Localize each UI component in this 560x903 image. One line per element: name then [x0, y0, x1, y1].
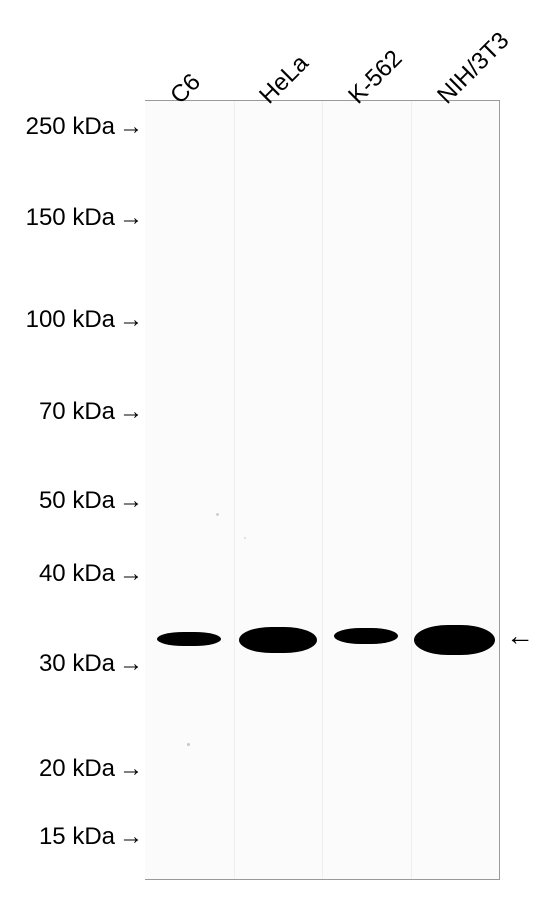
- mw-marker-label: 70 kDa→: [39, 398, 143, 426]
- protein-band: [414, 625, 495, 655]
- mw-marker-text: 30 kDa: [39, 650, 115, 677]
- protein-band: [239, 627, 317, 653]
- mw-marker-text: 70 kDa: [39, 398, 115, 425]
- arrow-right-icon: →: [119, 560, 143, 588]
- mw-marker-label: 30 kDa→: [39, 650, 143, 678]
- mw-marker-label: 50 kDa→: [39, 487, 143, 515]
- lane-divider: [411, 101, 412, 879]
- blot-membrane: [145, 100, 500, 880]
- mw-marker-label: 150 kDa→: [26, 204, 143, 232]
- mw-marker-label: 15 kDa→: [39, 823, 143, 851]
- target-band-arrow-icon: ←: [506, 620, 534, 652]
- arrow-right-icon: →: [119, 823, 143, 851]
- mw-marker-text: 40 kDa: [39, 560, 115, 587]
- mw-marker-text: 250 kDa: [26, 113, 115, 140]
- figure-root: WWW.PTGLAB.COM ← C6HeLaK-562NIH/3T3250 k…: [0, 0, 560, 903]
- mw-marker-label: 40 kDa→: [39, 560, 143, 588]
- mw-marker-text: 50 kDa: [39, 487, 115, 514]
- mw-marker-text: 20 kDa: [39, 755, 115, 782]
- mw-marker-text: 100 kDa: [26, 306, 115, 333]
- protein-band: [334, 628, 398, 644]
- lane-divider: [322, 101, 323, 879]
- protein-band: [157, 632, 221, 646]
- arrow-right-icon: →: [119, 755, 143, 783]
- mw-marker-text: 15 kDa: [39, 823, 115, 850]
- arrow-right-icon: →: [119, 398, 143, 426]
- arrow-right-icon: →: [119, 306, 143, 334]
- lane-label: NIH/3T3: [432, 27, 515, 110]
- arrow-right-icon: →: [119, 113, 143, 141]
- mw-marker-label: 250 kDa→: [26, 113, 143, 141]
- arrow-right-icon: →: [119, 487, 143, 515]
- lane-divider: [234, 101, 235, 879]
- mw-marker-label: 20 kDa→: [39, 755, 143, 783]
- mw-marker-text: 150 kDa: [26, 204, 115, 231]
- arrow-right-icon: →: [119, 204, 143, 232]
- mw-marker-label: 100 kDa→: [26, 306, 143, 334]
- arrow-right-icon: →: [119, 650, 143, 678]
- noise-speck: [244, 537, 246, 539]
